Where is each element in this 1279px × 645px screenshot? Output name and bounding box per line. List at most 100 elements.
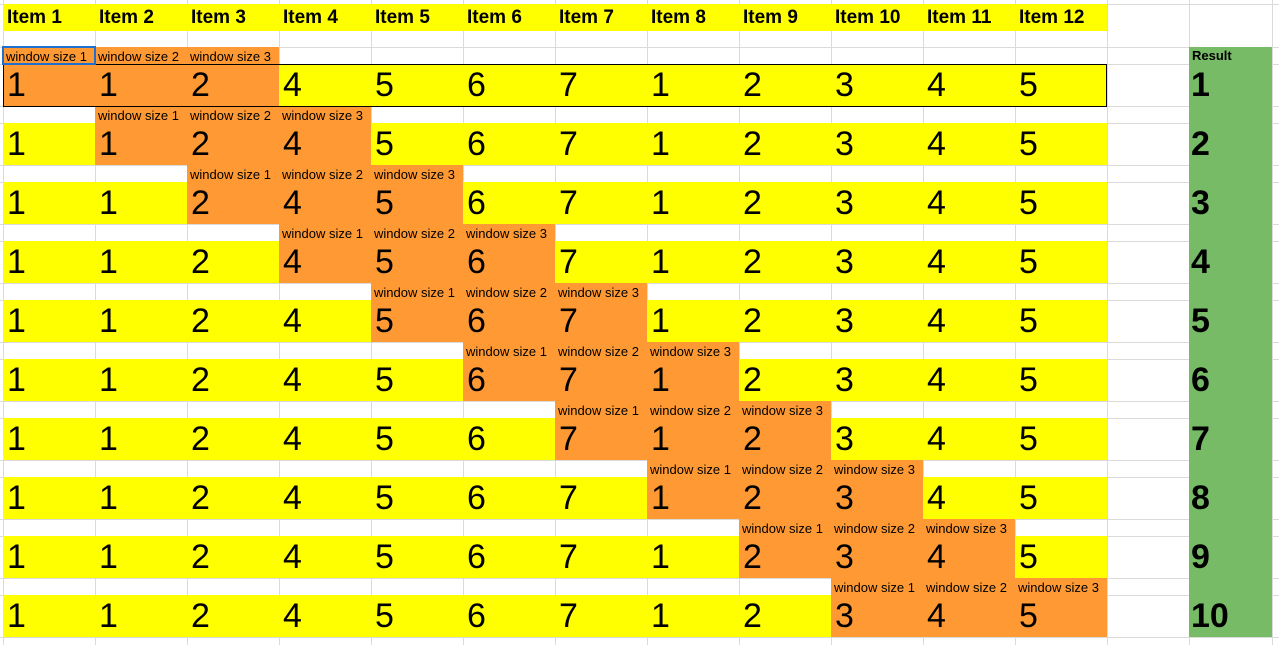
window-size-label[interactable]: window size 2	[834, 521, 915, 536]
value-cell[interactable]: 2	[191, 538, 210, 576]
value-cell[interactable]: 2	[743, 66, 762, 104]
value-cell[interactable]: 5	[375, 479, 394, 517]
value-cell[interactable]: 4	[927, 420, 946, 458]
window-size-label[interactable]: window size 3	[926, 521, 1007, 536]
window-size-label[interactable]: window size 2	[466, 285, 547, 300]
value-cell[interactable]: 1	[7, 243, 26, 281]
value-cell[interactable]: 1	[7, 538, 26, 576]
value-cell[interactable]: 3	[835, 302, 854, 340]
value-cell[interactable]: 1	[99, 125, 118, 163]
value-cell[interactable]: 7	[559, 66, 578, 104]
value-cell[interactable]: 6	[467, 361, 486, 399]
value-cell[interactable]: 3	[835, 361, 854, 399]
value-cell[interactable]: 1	[99, 302, 118, 340]
value-cell[interactable]: 5	[375, 125, 394, 163]
value-cell[interactable]: 1	[7, 184, 26, 222]
value-cell[interactable]: 6	[467, 66, 486, 104]
value-cell[interactable]: 5	[375, 361, 394, 399]
window-size-label[interactable]: window size 2	[374, 226, 455, 241]
value-cell[interactable]: 5	[375, 184, 394, 222]
value-cell[interactable]: 1	[651, 479, 670, 517]
window-size-label[interactable]: window size 1	[190, 167, 271, 182]
value-cell[interactable]: 1	[7, 302, 26, 340]
value-cell[interactable]: 5	[1019, 66, 1038, 104]
window-size-label[interactable]: window size 3	[558, 285, 639, 300]
value-cell[interactable]: 7	[559, 243, 578, 281]
value-cell[interactable]: 7	[559, 302, 578, 340]
value-cell[interactable]: 4	[283, 66, 302, 104]
window-size-label[interactable]: window size 1	[558, 403, 639, 418]
header-cell-item-8[interactable]: Item 8	[651, 7, 706, 28]
value-cell[interactable]: 1	[651, 302, 670, 340]
value-cell[interactable]: 3	[835, 243, 854, 281]
value-cell[interactable]: 4	[927, 243, 946, 281]
value-cell[interactable]: 6	[467, 302, 486, 340]
value-cell[interactable]: 1	[651, 184, 670, 222]
result-cell[interactable]: 9	[1191, 538, 1210, 576]
header-cell-item-9[interactable]: Item 9	[743, 7, 798, 28]
window-size-label[interactable]: window size 1	[6, 49, 87, 64]
window-size-label[interactable]: window size 3	[742, 403, 823, 418]
value-cell[interactable]: 2	[743, 361, 762, 399]
value-cell[interactable]: 1	[651, 597, 670, 635]
value-cell[interactable]: 1	[7, 66, 26, 104]
window-size-label[interactable]: window size 3	[650, 344, 731, 359]
value-cell[interactable]: 2	[743, 479, 762, 517]
result-cell[interactable]: 8	[1191, 479, 1210, 517]
value-cell[interactable]: 6	[467, 597, 486, 635]
value-cell[interactable]: 6	[467, 538, 486, 576]
value-cell[interactable]: 5	[375, 302, 394, 340]
result-cell[interactable]: 3	[1191, 184, 1210, 222]
value-cell[interactable]: 2	[191, 243, 210, 281]
value-cell[interactable]: 1	[99, 243, 118, 281]
value-cell[interactable]: 5	[1019, 302, 1038, 340]
value-cell[interactable]: 5	[375, 66, 394, 104]
value-cell[interactable]: 4	[927, 597, 946, 635]
result-cell[interactable]: 7	[1191, 420, 1210, 458]
window-size-label[interactable]: window size 3	[466, 226, 547, 241]
window-size-label[interactable]: window size 1	[282, 226, 363, 241]
window-size-label[interactable]: window size 3	[834, 462, 915, 477]
value-cell[interactable]: 2	[743, 302, 762, 340]
value-cell[interactable]: 3	[835, 125, 854, 163]
window-size-label[interactable]: window size 3	[374, 167, 455, 182]
result-cell[interactable]: 10	[1191, 597, 1229, 635]
header-cell-item-1[interactable]: Item 1	[7, 7, 62, 28]
value-cell[interactable]: 1	[651, 243, 670, 281]
value-cell[interactable]: 5	[1019, 538, 1038, 576]
window-size-label[interactable]: window size 3	[1018, 580, 1099, 595]
value-cell[interactable]: 2	[743, 538, 762, 576]
value-cell[interactable]: 1	[99, 184, 118, 222]
value-cell[interactable]: 1	[99, 538, 118, 576]
window-size-label[interactable]: window size 1	[742, 521, 823, 536]
header-cell-item-11[interactable]: Item 11	[927, 7, 992, 28]
result-cell[interactable]: 5	[1191, 302, 1210, 340]
window-size-label[interactable]: window size 2	[650, 403, 731, 418]
window-size-label[interactable]: window size 2	[742, 462, 823, 477]
value-cell[interactable]: 2	[191, 479, 210, 517]
value-cell[interactable]: 1	[7, 597, 26, 635]
value-cell[interactable]: 5	[1019, 184, 1038, 222]
value-cell[interactable]: 2	[743, 125, 762, 163]
value-cell[interactable]: 2	[191, 420, 210, 458]
result-cell[interactable]: 4	[1191, 243, 1210, 281]
value-cell[interactable]: 4	[927, 538, 946, 576]
result-cell[interactable]: 6	[1191, 361, 1210, 399]
header-cell-item-10[interactable]: Item 10	[835, 7, 901, 28]
window-size-label[interactable]: window size 1	[374, 285, 455, 300]
value-cell[interactable]: 5	[1019, 479, 1038, 517]
window-size-label[interactable]: window size 3	[282, 108, 363, 123]
value-cell[interactable]: 2	[191, 302, 210, 340]
header-cell-item-4[interactable]: Item 4	[283, 7, 338, 28]
value-cell[interactable]: 5	[375, 420, 394, 458]
value-cell[interactable]: 2	[191, 184, 210, 222]
value-cell[interactable]: 2	[743, 420, 762, 458]
value-cell[interactable]: 2	[191, 125, 210, 163]
header-cell-item-12[interactable]: Item 12	[1019, 7, 1085, 28]
result-cell[interactable]: 1	[1191, 66, 1210, 104]
value-cell[interactable]: 6	[467, 420, 486, 458]
value-cell[interactable]: 6	[467, 184, 486, 222]
value-cell[interactable]: 6	[467, 479, 486, 517]
value-cell[interactable]: 1	[99, 361, 118, 399]
value-cell[interactable]: 3	[835, 538, 854, 576]
